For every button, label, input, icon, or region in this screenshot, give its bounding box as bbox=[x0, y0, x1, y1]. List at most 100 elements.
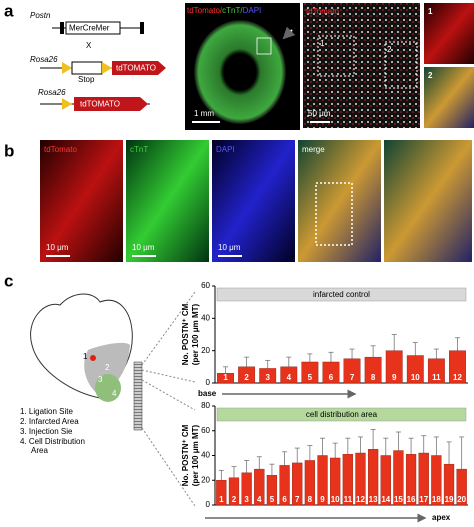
scale-label: 1 mm bbox=[194, 109, 214, 118]
reporter-label: tdTOMATO bbox=[80, 100, 120, 109]
bar-label: 7 bbox=[295, 495, 300, 504]
stain-labels: tdTomato/cTnT/DAPI bbox=[187, 6, 261, 15]
bar-label: 7 bbox=[350, 373, 355, 382]
bar bbox=[241, 472, 252, 506]
cross-label: X bbox=[86, 41, 92, 50]
legend-item: 2. Infarcted Area bbox=[20, 417, 79, 426]
bar bbox=[364, 356, 382, 384]
micrograph bbox=[212, 140, 295, 262]
scale-label: 50 μm bbox=[308, 109, 331, 118]
bar-label: 10 bbox=[331, 495, 340, 504]
reporter-label: tdTOMATO bbox=[116, 64, 156, 73]
bar bbox=[385, 350, 403, 384]
y-tick-label: 0 bbox=[206, 500, 211, 509]
legend-item: 1. Ligation Site bbox=[20, 407, 73, 416]
bar-label: 19 bbox=[445, 495, 454, 504]
heart-diagram: 1 2 3 4 1. Ligation Site 2. Infarcted Ar… bbox=[20, 291, 196, 507]
y-tick-label: 80 bbox=[201, 401, 210, 410]
inset-image bbox=[424, 67, 474, 128]
bar bbox=[431, 455, 442, 506]
heart-marker: 3 bbox=[98, 375, 103, 384]
bar bbox=[238, 366, 256, 384]
micrograph bbox=[40, 140, 123, 262]
bar bbox=[292, 462, 303, 506]
loxp bbox=[102, 62, 112, 74]
bar bbox=[301, 361, 319, 384]
stop-label: Stop bbox=[78, 75, 95, 84]
y-tick-label: 60 bbox=[201, 426, 210, 435]
stain-label: DAPI bbox=[243, 6, 262, 15]
bar bbox=[343, 358, 361, 384]
legend-item: Area bbox=[31, 446, 48, 455]
scale-label: 10 μm bbox=[46, 243, 69, 252]
x-axis-label: apex bbox=[432, 513, 451, 522]
legend-item: 3. Injection Sie bbox=[20, 427, 73, 436]
bar bbox=[279, 465, 290, 506]
panel-label: c bbox=[4, 271, 13, 290]
bar-label: 10 bbox=[411, 373, 420, 382]
zoom-image: 1 2 tdTomato 50 μm bbox=[303, 3, 420, 128]
y-tick-label: 40 bbox=[201, 451, 210, 460]
ligation-site bbox=[90, 355, 96, 361]
cassette bbox=[65, 21, 121, 35]
heart-image: tdTomato/cTnT/DAPI 1 mm bbox=[185, 3, 300, 130]
bar bbox=[342, 454, 353, 506]
bar bbox=[456, 468, 467, 506]
inset-label: 1 bbox=[428, 7, 433, 16]
inset-image bbox=[424, 3, 474, 64]
banner bbox=[216, 287, 467, 302]
roi-box bbox=[384, 41, 418, 89]
cassette-label: MerCreMer bbox=[69, 24, 110, 33]
y-axis-label: (per 100 μm MT) bbox=[191, 303, 200, 365]
roi-label: 2 bbox=[387, 45, 392, 54]
bar bbox=[228, 477, 240, 506]
bar bbox=[259, 368, 277, 384]
bar-label: 20 bbox=[457, 495, 466, 504]
bar bbox=[254, 468, 265, 506]
channel-label: DAPI bbox=[216, 145, 235, 154]
y-axis-label: (per 100 μm MT) bbox=[191, 424, 200, 486]
y-tick-label: 40 bbox=[201, 313, 210, 322]
bar-label: 14 bbox=[381, 495, 390, 504]
banner bbox=[216, 407, 467, 422]
micrograph bbox=[298, 140, 381, 262]
reporter bbox=[74, 97, 148, 111]
bar bbox=[393, 450, 404, 506]
panel-label: a bbox=[4, 1, 14, 20]
connector bbox=[141, 291, 196, 366]
bar-label: 6 bbox=[329, 373, 334, 382]
bar-label: 8 bbox=[371, 373, 376, 382]
bar-label: 11 bbox=[432, 373, 441, 382]
x-axis-label: base bbox=[198, 389, 217, 398]
bar bbox=[304, 460, 316, 506]
bar bbox=[380, 455, 391, 506]
bar-label: 18 bbox=[432, 495, 441, 504]
bar-label: 13 bbox=[369, 495, 378, 504]
legend-item: 4. Cell Distribution bbox=[20, 437, 85, 446]
bar-label: 6 bbox=[282, 495, 287, 504]
micrograph bbox=[126, 140, 209, 262]
arrow bbox=[282, 26, 296, 40]
y-axis-label: No. POSTN⁺ CM bbox=[181, 303, 190, 365]
y-axis-label: No. POSTN⁺ CM bbox=[181, 424, 190, 486]
bar bbox=[443, 463, 455, 506]
heart-marker: 4 bbox=[112, 389, 117, 398]
roi-label: 1 bbox=[320, 39, 325, 48]
panel-label: b bbox=[4, 141, 14, 160]
bar-label: 8 bbox=[308, 495, 313, 504]
y-tick-label: 0 bbox=[206, 378, 211, 387]
section-bar bbox=[133, 361, 143, 431]
connector bbox=[141, 369, 196, 383]
bar-label: 5 bbox=[308, 373, 313, 382]
infarct-area bbox=[84, 342, 130, 396]
bar-label: 5 bbox=[270, 495, 275, 504]
gene-label: Rosa26 bbox=[30, 55, 58, 64]
micrograph bbox=[384, 140, 472, 262]
bar bbox=[427, 358, 445, 384]
bar-label: 16 bbox=[407, 495, 416, 504]
bar bbox=[322, 361, 340, 384]
stain-label: tdTomato bbox=[306, 7, 339, 16]
injection-site bbox=[95, 374, 121, 402]
reporter bbox=[112, 61, 166, 75]
